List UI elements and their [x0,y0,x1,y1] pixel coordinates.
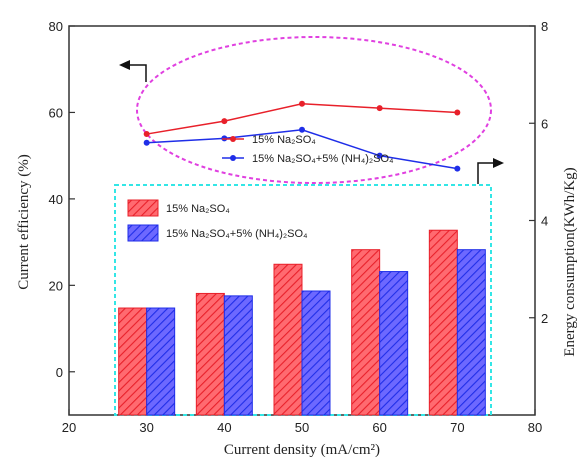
bar-legend-label-1: 15% Na₂SO₄ [166,203,230,215]
left-axis-pointer-arrow [119,60,147,82]
x-tick-label: 50 [295,420,309,435]
bar-legend-entry-1: 15% Na₂SO₄ [127,199,230,217]
y-axis-left-title: Current efficiency (%) [16,154,32,290]
line-series-1-point [143,131,150,138]
bar-series-2-bar [301,290,331,416]
line-series-2-point [376,152,383,159]
line-series-1-point [299,100,305,107]
y-left-tick-label: 0 [56,365,63,380]
x-tick-label: 20 [62,420,76,435]
y-left-tick-label: 20 [49,278,63,293]
line-legend: 15% Na₂SO₄ 15% Na₂SO₄+5% (NH₄)₂SO₄ [222,134,394,165]
x-axis-title: Current density (mA/cm²) [224,442,380,458]
line-legend-label-2: 15% Na₂SO₄+5% (NH₄)₂SO₄ [252,153,394,165]
bar-legend: 15% Na₂SO₄ 15% Na₂SO₄+5% (NH₄)₂SO₄ [127,199,308,242]
bar-legend-entry-2: 15% Na₂SO₄+5% (NH₄)₂SO₄ [127,224,308,242]
x-tick-label: 60 [372,420,386,435]
right-axis-pointer-arrow [477,158,504,184]
bar-series-2-bar [146,307,176,416]
x-tick-label: 80 [528,420,542,435]
y-axis-right-title: Energy consumption(KWh/Kg) [562,167,578,356]
bar-series-1-bar [195,292,225,416]
bar-series-1-bar [118,307,148,416]
bar-series-1-bar [428,229,458,416]
line-series-1-point [221,118,228,125]
y-left-tick-label: 80 [49,19,63,34]
line-series-1-point [376,105,383,112]
line-series-2-point [143,139,150,146]
bar-legend-label-2: 15% Na₂SO₄+5% (NH₄)₂SO₄ [166,228,308,240]
y-left-tick-label: 40 [49,192,63,207]
y-right-tick-label: 2 [541,311,548,326]
x-tick-label: 30 [139,420,153,435]
line-series-2-point [299,126,305,133]
line-series-2-point [454,165,461,172]
y-right-tick-label: 6 [541,116,548,131]
line-legend-label-1: 15% Na₂SO₄ [252,134,316,146]
line-legend-entry-1: 15% Na₂SO₄ [222,134,316,146]
bar-series-1-bar [273,263,303,416]
bar-series-2-bar [223,295,253,416]
bar-series-1-bar [351,249,381,416]
y-left-tick-label: 60 [49,105,63,120]
y-right-tick-label: 4 [541,214,548,229]
x-tick-label: 40 [217,420,231,435]
bar-series-2-bar [379,271,409,416]
y-right-tick-label: 8 [541,19,548,34]
x-tick-label: 70 [450,420,464,435]
bar-series-2-bar [456,249,486,416]
line-series-1-point [454,109,461,116]
line-legend-entry-2: 15% Na₂SO₄+5% (NH₄)₂SO₄ [222,153,394,165]
line-group-highlight-ellipse [136,36,492,184]
